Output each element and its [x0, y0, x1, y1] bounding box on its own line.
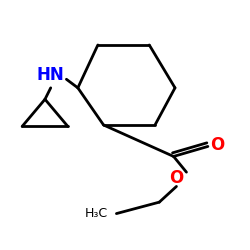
- Text: O: O: [169, 169, 184, 187]
- Text: O: O: [210, 136, 224, 154]
- Text: H₃C: H₃C: [85, 206, 108, 220]
- Text: HN: HN: [37, 66, 64, 84]
